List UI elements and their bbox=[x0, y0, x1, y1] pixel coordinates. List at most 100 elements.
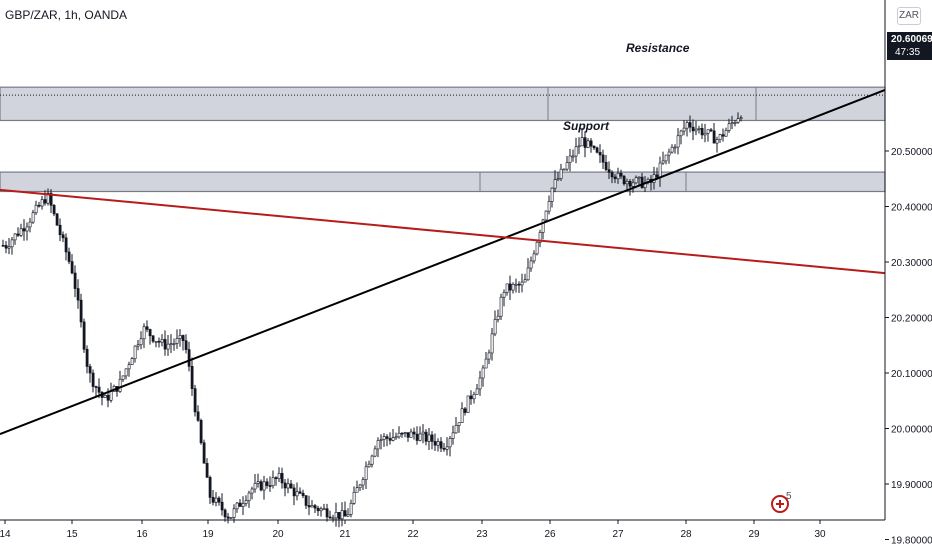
candle-body bbox=[277, 473, 281, 479]
candle-body bbox=[727, 123, 731, 131]
y-tick-label: 20.10000 bbox=[891, 369, 932, 380]
candle-body bbox=[493, 319, 497, 335]
flag-icon[interactable] bbox=[771, 495, 789, 513]
candle-body bbox=[676, 135, 680, 148]
candle-body bbox=[211, 497, 215, 503]
candle-body bbox=[172, 343, 176, 345]
candle-body bbox=[466, 395, 470, 413]
candle-body bbox=[598, 152, 602, 156]
candle-body bbox=[40, 199, 44, 207]
candle-body bbox=[460, 408, 464, 423]
social-count: 5 bbox=[786, 491, 792, 502]
candle-body bbox=[82, 321, 86, 350]
candle-body bbox=[76, 288, 80, 301]
candle-body bbox=[346, 514, 350, 517]
candle-body bbox=[52, 205, 56, 215]
x-tick-label: 30 bbox=[814, 529, 826, 540]
candle-body bbox=[238, 502, 242, 507]
candle-body bbox=[475, 388, 479, 395]
candle-body bbox=[226, 516, 230, 519]
candle-body bbox=[7, 246, 11, 249]
x-tick-label: 15 bbox=[66, 529, 78, 540]
candle-body bbox=[385, 436, 389, 439]
candle-body bbox=[22, 228, 26, 232]
candle-body bbox=[325, 508, 329, 518]
candle-body bbox=[559, 168, 563, 179]
candle-body bbox=[538, 232, 542, 243]
candle-body bbox=[31, 212, 35, 223]
candle-body bbox=[712, 130, 716, 144]
candle-body bbox=[613, 176, 617, 180]
candle-body bbox=[739, 117, 743, 119]
candle-body bbox=[196, 411, 200, 421]
candle-body bbox=[334, 512, 338, 519]
candle-body bbox=[352, 491, 356, 504]
candle-body bbox=[139, 338, 143, 346]
candle-body bbox=[697, 128, 701, 130]
candle-body bbox=[403, 432, 407, 434]
candle-body bbox=[193, 388, 197, 413]
candle-body bbox=[610, 172, 614, 178]
candle-body bbox=[109, 391, 113, 401]
zone-support bbox=[0, 171, 886, 193]
bar-countdown: 47:35 bbox=[895, 47, 921, 58]
candle-body bbox=[301, 492, 305, 496]
candle-body bbox=[388, 438, 392, 441]
currency-button[interactable]: ZAR bbox=[897, 7, 921, 25]
candle-body bbox=[730, 122, 734, 125]
candle-body bbox=[565, 162, 569, 170]
candle-body bbox=[316, 507, 320, 512]
candle-body bbox=[373, 448, 377, 457]
candle-body bbox=[307, 505, 311, 508]
candle-body bbox=[442, 447, 446, 450]
candle-body bbox=[454, 425, 458, 434]
candle-body bbox=[148, 329, 152, 337]
candle-body bbox=[208, 477, 212, 498]
candle-body bbox=[700, 128, 704, 136]
candle-body bbox=[589, 140, 593, 147]
candle-body bbox=[190, 366, 194, 389]
x-tick-label: 16 bbox=[136, 529, 148, 540]
candle-body bbox=[694, 128, 698, 132]
candle-body bbox=[127, 364, 131, 370]
candle-body bbox=[415, 433, 419, 441]
candle-body bbox=[178, 335, 182, 339]
candle-body bbox=[601, 154, 605, 163]
candle-body bbox=[145, 326, 149, 330]
y-tick-label: 20.40000 bbox=[891, 203, 932, 214]
candle-body bbox=[265, 481, 269, 486]
candle-body bbox=[61, 234, 65, 239]
candle-body bbox=[592, 145, 596, 149]
candle-body bbox=[370, 455, 374, 465]
candle-body bbox=[241, 503, 245, 507]
candle-body bbox=[94, 386, 98, 388]
candle-body bbox=[457, 422, 461, 426]
candle-body bbox=[670, 146, 674, 153]
candle-body bbox=[91, 372, 95, 387]
current-price: 20.60069 bbox=[891, 34, 932, 45]
candle-body bbox=[25, 226, 29, 232]
candle-body bbox=[136, 344, 140, 347]
candle-body bbox=[364, 466, 368, 480]
candle-body bbox=[400, 432, 404, 435]
candle-body bbox=[28, 221, 32, 228]
x-tick-label: 22 bbox=[407, 529, 419, 540]
candle-body bbox=[85, 348, 89, 367]
candle-body bbox=[235, 502, 239, 510]
candle-body bbox=[358, 484, 362, 489]
candle-body bbox=[439, 441, 443, 449]
candle-body bbox=[10, 239, 14, 248]
candle-body bbox=[574, 146, 578, 157]
candle-body bbox=[499, 296, 503, 317]
candle-body bbox=[319, 508, 323, 512]
candle-body bbox=[184, 340, 188, 350]
candle-body bbox=[217, 497, 221, 503]
x-tick-label: 20 bbox=[272, 529, 284, 540]
candle-body bbox=[514, 283, 518, 286]
candle-body bbox=[97, 386, 101, 393]
candle-body bbox=[280, 473, 284, 484]
candle-body bbox=[124, 368, 128, 377]
candle-body bbox=[343, 510, 347, 517]
symbol-title: GBP/ZAR, 1h, OANDA bbox=[5, 8, 128, 22]
